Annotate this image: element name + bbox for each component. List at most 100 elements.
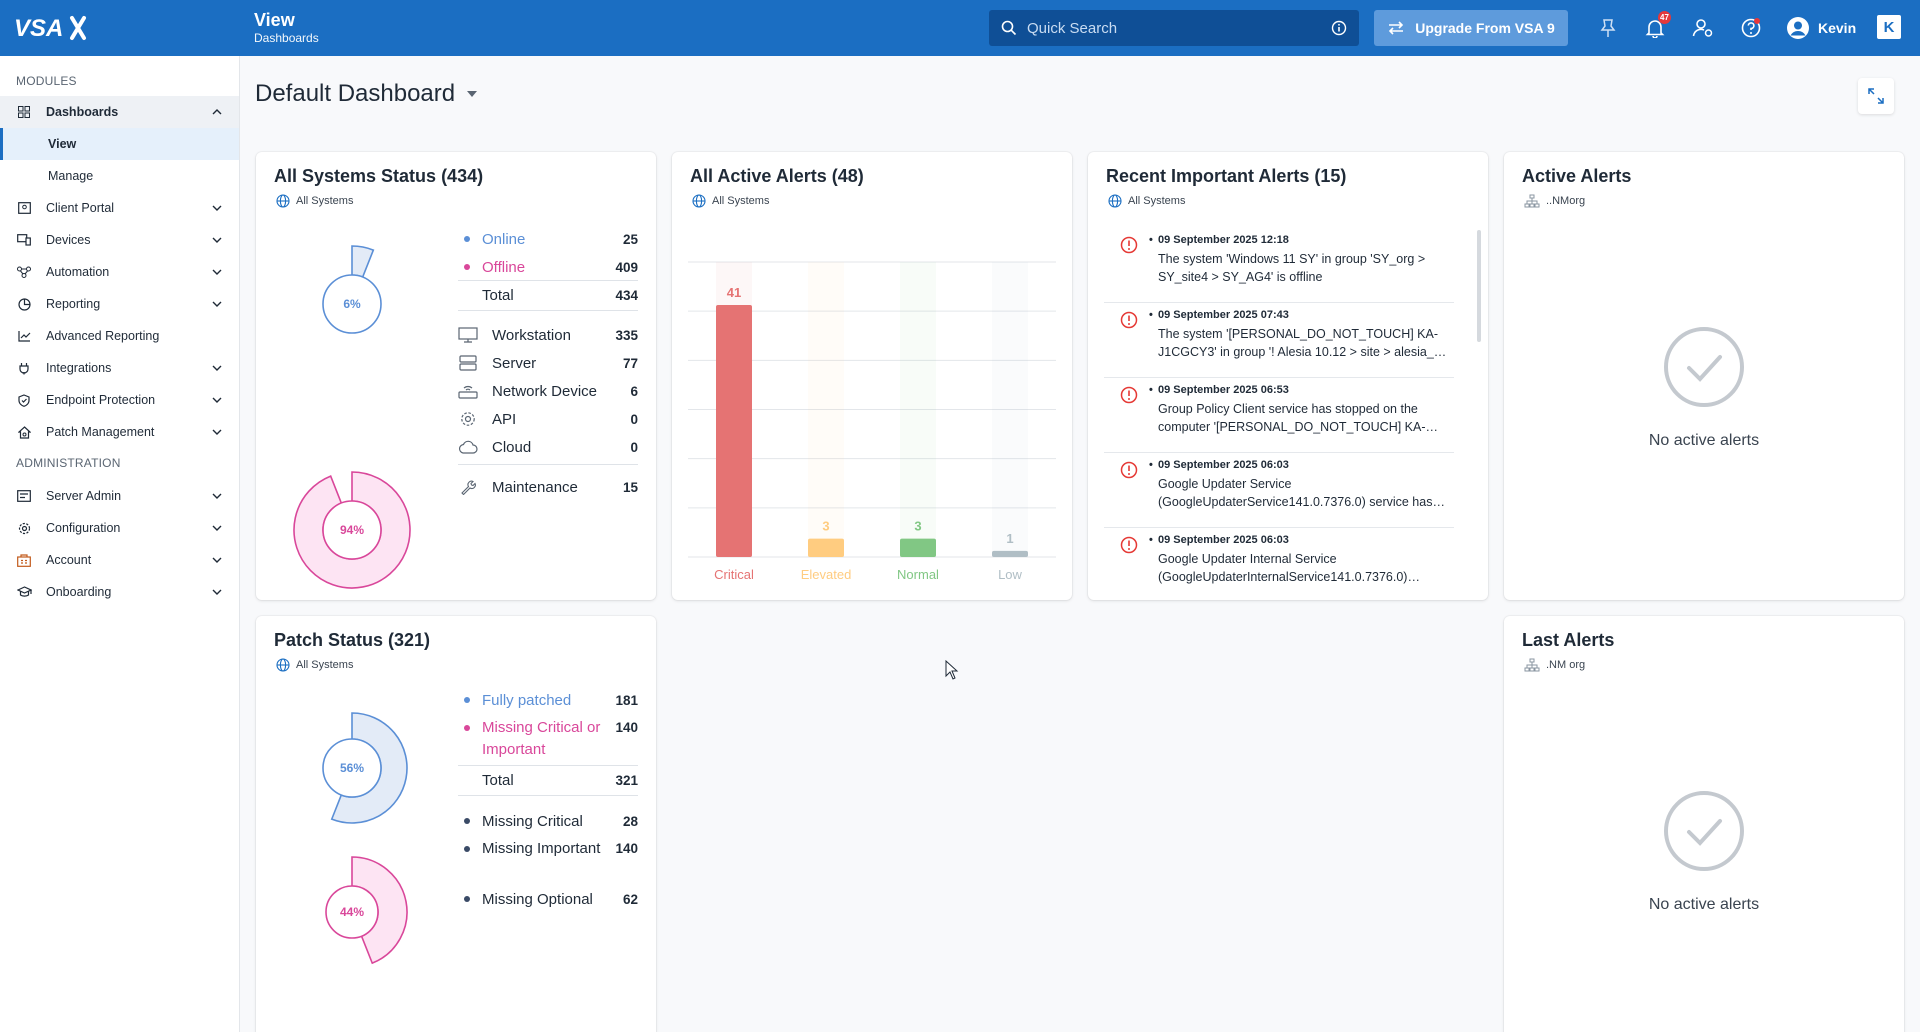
sidebar-item-account[interactable]: Account — [0, 544, 239, 576]
search-input[interactable] — [1017, 19, 1331, 37]
legend-missing-important: Missing Important 140 — [458, 838, 638, 882]
chevron-down-icon — [212, 301, 222, 307]
active-alerts-chart-card: All Active Alerts (48) All Systems 41 Cri… — [672, 152, 1072, 600]
card-scope[interactable]: ..NMorg — [1524, 194, 1585, 208]
sidebar-item-server-admin[interactable]: Server Admin — [0, 480, 239, 512]
breadcrumb-title: View — [254, 10, 295, 30]
scope-label: .NM org — [1546, 659, 1586, 671]
user-menu[interactable]: Kevin — [1786, 14, 1856, 42]
legend-value: 0 — [630, 439, 638, 455]
sidebar-item-manage[interactable]: Manage — [0, 160, 239, 192]
chevron-up-icon — [212, 109, 222, 115]
alert-item[interactable]: 09 September 2025 06:03 Google Updater S… — [1104, 453, 1454, 528]
globe-icon — [276, 658, 290, 672]
empty-state: No active alerts — [1504, 790, 1904, 914]
patch-status-card: Patch Status (321) All Systems 56% 44% F… — [256, 616, 656, 1032]
org-tree-icon — [1524, 194, 1540, 208]
sidebar-item-label: Integrations — [46, 361, 112, 375]
bar — [900, 538, 936, 557]
legend-label: Missing Critical — [482, 812, 583, 830]
sidebar-item-onboarding[interactable]: Onboarding — [0, 576, 239, 608]
patch-donut-chart: 56% 44% — [322, 712, 408, 965]
alert-message: The system 'Windows 11 SY' in group 'SY_… — [1158, 252, 1426, 284]
legend-label: Server — [492, 354, 537, 372]
mouse-cursor-icon — [945, 660, 959, 680]
legend-total: Total 321 — [458, 769, 638, 791]
pin-icon[interactable] — [1594, 14, 1622, 42]
alert-item[interactable]: 09 September 2025 07:43 The system '[PER… — [1104, 303, 1454, 378]
active-alerts-card: Active Alerts ..NMorg No active alerts — [1504, 152, 1904, 600]
sidebar-item-integrations[interactable]: Integrations — [0, 352, 239, 384]
bar — [992, 550, 1028, 557]
alert-message: Group Policy Client service has stopped … — [1158, 402, 1439, 434]
vsa-logo[interactable]: VSA — [0, 0, 240, 56]
legend-online[interactable]: Online 25 — [458, 228, 638, 250]
quick-search[interactable] — [989, 10, 1359, 46]
fullscreen-button[interactable] — [1858, 78, 1894, 114]
card-scope[interactable]: All Systems — [1108, 194, 1185, 208]
card-scope[interactable]: All Systems — [276, 658, 353, 672]
wrench-icon — [458, 479, 478, 495]
sidebar-item-client-portal[interactable]: Client Portal — [0, 192, 239, 224]
legend-value: 409 — [615, 259, 638, 275]
legend-value: 335 — [615, 327, 638, 343]
sidebar-item-label: Automation — [46, 265, 110, 279]
sidebar-item-automation[interactable]: Automation — [0, 256, 239, 288]
breadcrumb-subtitle[interactable]: Dashboards — [254, 31, 319, 45]
cloud-icon — [458, 440, 478, 454]
globe-icon — [692, 194, 706, 208]
card-scope[interactable]: .NM org — [1524, 658, 1585, 672]
legend-offline[interactable]: Offline 409 — [458, 256, 638, 278]
kaseya-app-icon[interactable]: K — [1877, 15, 1901, 39]
alert-item[interactable]: 09 September 2025 06:03 Google Updater I… — [1104, 528, 1454, 594]
online-ring-slice — [351, 245, 375, 279]
card-scope[interactable]: All Systems — [276, 194, 353, 208]
sidebar-item-devices[interactable]: Devices — [0, 224, 239, 256]
alert-item[interactable]: 09 September 2025 06:53 Group Policy Cli… — [1104, 378, 1454, 453]
card-title: Patch Status (321) — [274, 630, 431, 650]
alert-item[interactable]: 09 September 2025 12:18 The system 'Wind… — [1104, 228, 1454, 303]
recent-alerts-card: Recent Important Alerts (15) All Systems… — [1088, 152, 1488, 600]
user-settings-icon[interactable] — [1689, 14, 1717, 42]
empty-state: No active alerts — [1504, 326, 1904, 450]
card-scope[interactable]: All Systems — [692, 194, 769, 208]
sidebar-item-dashboards[interactable]: Dashboards — [0, 96, 239, 128]
alert-message: The system '[PERSONAL_DO_NOT_TOUCH] KA-J… — [1158, 327, 1447, 359]
legend-fully-patched[interactable]: Fully patched 181 — [458, 689, 638, 711]
bar — [808, 538, 844, 557]
chevron-down-icon — [212, 557, 222, 563]
upgrade-button[interactable]: Upgrade From VSA 9 — [1374, 10, 1568, 46]
legend-total: Total 434 — [458, 284, 638, 306]
category-label: Low — [998, 567, 1022, 582]
help-icon[interactable] — [1737, 14, 1765, 42]
scrollbar[interactable] — [1477, 230, 1481, 342]
card-title: All Active Alerts (48) — [690, 166, 864, 186]
check-circle-icon — [1664, 791, 1744, 871]
legend-label: API — [492, 410, 517, 428]
dashboard-selector[interactable]: Default Dashboard — [255, 80, 478, 108]
sidebar-item-configuration[interactable]: Configuration — [0, 512, 239, 544]
alert-date: 09 September 2025 12:18 — [1149, 234, 1289, 246]
legend-missing-critical-important[interactable]: Missing Critical or Important 140 — [458, 717, 638, 761]
sidebar-item-advanced-reporting[interactable]: Advanced Reporting — [0, 320, 239, 352]
server-admin-icon — [16, 488, 32, 504]
alert-date: 09 September 2025 07:43 — [1149, 309, 1289, 321]
alert-date: 09 September 2025 06:53 — [1149, 384, 1289, 396]
legend-network-device: Network Device 6 — [458, 380, 638, 402]
bar-value-label: 1 — [1006, 531, 1013, 546]
reporting-icon — [16, 296, 32, 312]
legend-value: 434 — [615, 287, 638, 303]
sidebar-item-view[interactable]: View — [0, 128, 239, 160]
globe-icon — [1108, 194, 1122, 208]
alert-circle-icon — [1120, 236, 1138, 254]
alert-message: Google Updater Service (GoogleUpdaterSer… — [1158, 477, 1445, 509]
legend-label: Online — [482, 230, 526, 248]
svg-text:VSA: VSA — [14, 15, 63, 41]
missing-percent: 44% — [340, 905, 364, 919]
legend-label: Total — [482, 286, 514, 304]
sidebar-item-reporting[interactable]: Reporting — [0, 288, 239, 320]
search-info-icon[interactable] — [1331, 20, 1347, 36]
bell-icon[interactable]: 47 — [1641, 11, 1671, 42]
sidebar-item-endpoint-protection[interactable]: Endpoint Protection — [0, 384, 239, 416]
sidebar-item-patch-management[interactable]: Patch Management — [0, 416, 239, 448]
